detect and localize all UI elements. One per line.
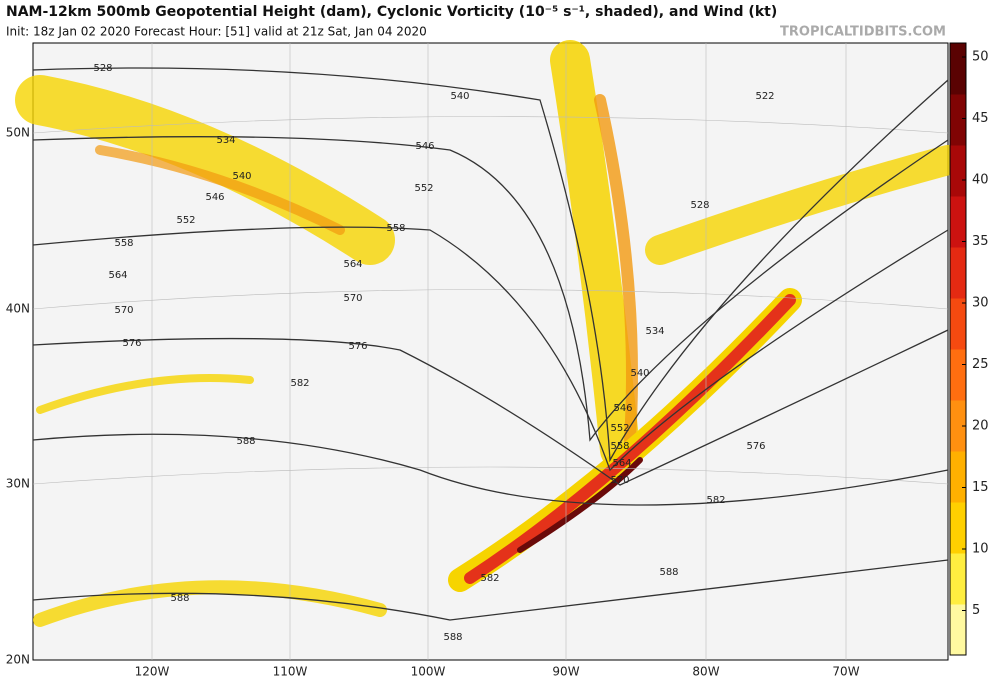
contour-label: 552 [176,215,195,226]
colorbar-step [950,451,966,503]
contour-label: 576 [122,338,141,349]
colorbar-label: 20 [972,419,989,434]
contour-label: 576 [348,341,367,352]
contour-label: 528 [690,200,709,211]
contour-label: 534 [645,326,664,337]
colorbar-step [950,400,966,452]
colorbar-step [950,298,966,350]
contour-label: 588 [170,593,189,604]
contour-label: 522 [755,91,774,102]
colorbar-step [950,502,966,554]
graticule [32,43,949,660]
contour-label: 570 [610,475,629,486]
lat-label: 40N [6,302,30,316]
lon-label: 120W [135,665,170,679]
subtitle: Init: 18z Jan 02 2020 Forecast Hour: [51… [6,25,427,39]
vorticity-shading [15,40,963,627]
contour-label: 570 [114,305,133,316]
contour-label: 558 [386,223,405,234]
contour-label: 588 [236,436,255,447]
contour-label: 552 [414,183,433,194]
lat-label: 20N [6,653,30,667]
lon-label: 70W [832,665,859,679]
contour-label: 582 [706,495,725,506]
contour-label: 582 [480,573,499,584]
colorbar-step [950,604,966,656]
contour-label: 546 [205,192,224,203]
contour-label: 570 [343,293,362,304]
colorbar-step [950,94,966,146]
contour-label: 576 [746,441,765,452]
colorbar-frame [949,42,967,656]
brand: TROPICALTIDBITS.COM [780,25,946,40]
colorbar-label: 45 [972,111,989,126]
colorbar-label: 35 [972,234,989,249]
colorbar-label: 10 [972,542,989,557]
contour-label: 528 [93,63,112,74]
colorbar-step [950,553,966,605]
contour-label: 540 [450,91,469,102]
lon-label: 110W [273,665,308,679]
colorbar-label: 30 [972,296,989,311]
colorbar-step [950,196,966,248]
contour-label: 540 [232,171,251,182]
contour-label: 534 [216,135,235,146]
lon-label: 90W [552,665,579,679]
contour-label: 582 [290,378,309,389]
contour-label: 558 [610,441,629,452]
lat-label: 30N [6,477,30,491]
colorbar-label: 15 [972,480,989,495]
colorbar-label: 25 [972,357,989,372]
colorbar-step [950,349,966,401]
contour-label: 564 [108,270,127,281]
colorbar-label: 5 [972,603,980,618]
contour-label: 564 [343,259,362,270]
title: NAM-12km 500mb Geopotential Height (dam)… [6,4,777,20]
contour-label: 540 [630,368,649,379]
contour-label: 552 [610,423,629,434]
height-contours [32,67,949,621]
contour-label: 558 [114,238,133,249]
lon-label: 100W [411,665,446,679]
colorbar: 50 45 40 35 30 25 20 15 10 5 [949,42,989,656]
contour-label: 546 [415,141,434,152]
colorbar-step [950,43,966,95]
colorbar-label: 50 [972,50,989,65]
contour-label: 588 [659,567,678,578]
colorbar-label: 40 [972,173,989,188]
contour-label: 546 [613,403,632,414]
lat-label: 50N [6,126,30,140]
lon-label: 80W [692,665,719,679]
colorbar-step [950,247,966,299]
contour-label: 564 [612,458,631,469]
contour-label: 588 [443,632,462,643]
colorbar-step [950,145,966,197]
